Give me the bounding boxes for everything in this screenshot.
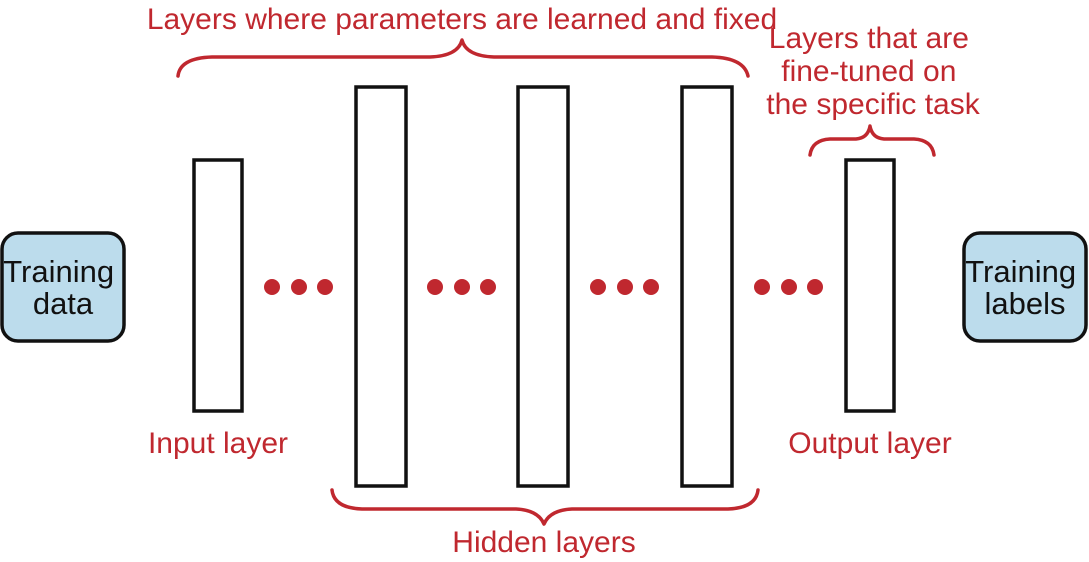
dot xyxy=(590,279,606,295)
fine-tuned-label-line-1: Layers that are xyxy=(769,22,969,55)
hidden-layer-3 xyxy=(680,85,734,488)
dot xyxy=(454,279,470,295)
training-labels-label-line-2: labels xyxy=(985,286,1066,321)
fine-tuned-label-line-3: the specific task xyxy=(766,88,980,121)
dot xyxy=(291,279,307,295)
dot xyxy=(807,279,823,295)
ellipsis-dots-3 xyxy=(590,279,659,295)
training-labels-box xyxy=(962,231,1088,343)
training-labels-label: Training labels xyxy=(965,254,1084,321)
ellipsis-dots-2 xyxy=(427,279,496,295)
ellipsis-dots-1 xyxy=(264,279,333,295)
hidden-layer-2 xyxy=(516,85,570,488)
input-layer xyxy=(192,158,244,413)
dot xyxy=(643,279,659,295)
input-layer-label: Input layer xyxy=(148,427,288,460)
training-data-label-line-2: data xyxy=(33,286,94,321)
dot xyxy=(781,279,797,295)
fine-tuned-brace xyxy=(808,124,936,157)
hidden-layers-brace xyxy=(330,488,760,526)
top-brace-label: Layers where parameters are learned and … xyxy=(147,3,777,36)
dot xyxy=(480,279,496,295)
hidden-layers-label: Hidden layers xyxy=(452,526,635,559)
ellipsis-dots-4 xyxy=(754,279,823,295)
dot xyxy=(617,279,633,295)
training-data-box xyxy=(0,231,126,343)
dot xyxy=(754,279,770,295)
hidden-layer-1 xyxy=(354,85,408,488)
training-data-label-line-1: Training xyxy=(3,254,114,289)
dot xyxy=(264,279,280,295)
fine-tuned-label-line-2: fine-tuned on xyxy=(781,55,956,88)
output-layer xyxy=(844,158,896,413)
output-layer-label: Output layer xyxy=(788,427,951,460)
training-data-label: Training data xyxy=(3,254,122,321)
fine-tuned-label: Layers that are fine-tuned on the specif… xyxy=(766,22,980,121)
dot xyxy=(317,279,333,295)
training-labels-label-line-1: Training xyxy=(965,254,1076,289)
dot xyxy=(427,279,443,295)
top-brace xyxy=(176,38,750,78)
